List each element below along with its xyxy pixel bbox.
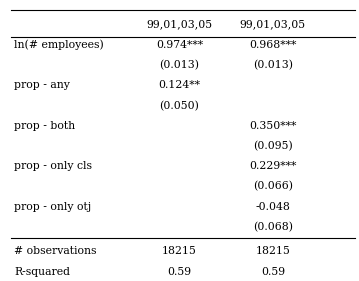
Text: (0.013): (0.013) xyxy=(159,60,200,70)
Text: 99,01,03,05: 99,01,03,05 xyxy=(146,19,213,29)
Text: 0.229***: 0.229*** xyxy=(249,161,297,171)
Text: (0.095): (0.095) xyxy=(253,141,293,151)
Text: 0.974***: 0.974*** xyxy=(156,40,203,50)
Text: prop - both: prop - both xyxy=(14,121,75,131)
Text: (0.050): (0.050) xyxy=(159,101,200,111)
Text: 0.59: 0.59 xyxy=(167,267,192,277)
Text: R-squared: R-squared xyxy=(14,267,70,277)
Text: prop - only otj: prop - only otj xyxy=(14,202,92,212)
Text: # observations: # observations xyxy=(14,246,97,256)
Text: 18215: 18215 xyxy=(255,246,290,256)
Text: 0.350***: 0.350*** xyxy=(249,121,297,131)
Text: 0.59: 0.59 xyxy=(261,267,285,277)
Text: (0.066): (0.066) xyxy=(253,182,293,192)
Text: 99,01,03,05: 99,01,03,05 xyxy=(240,19,306,29)
Text: (0.013): (0.013) xyxy=(253,60,293,70)
Text: ln(# employees): ln(# employees) xyxy=(14,40,104,50)
Text: (0.068): (0.068) xyxy=(253,222,293,232)
Text: prop - only cls: prop - only cls xyxy=(14,161,92,171)
Text: -0.048: -0.048 xyxy=(255,202,290,212)
Text: prop - any: prop - any xyxy=(14,80,70,90)
Text: 0.124**: 0.124** xyxy=(159,80,200,90)
Text: 0.968***: 0.968*** xyxy=(249,40,297,50)
Text: 18215: 18215 xyxy=(162,246,197,256)
